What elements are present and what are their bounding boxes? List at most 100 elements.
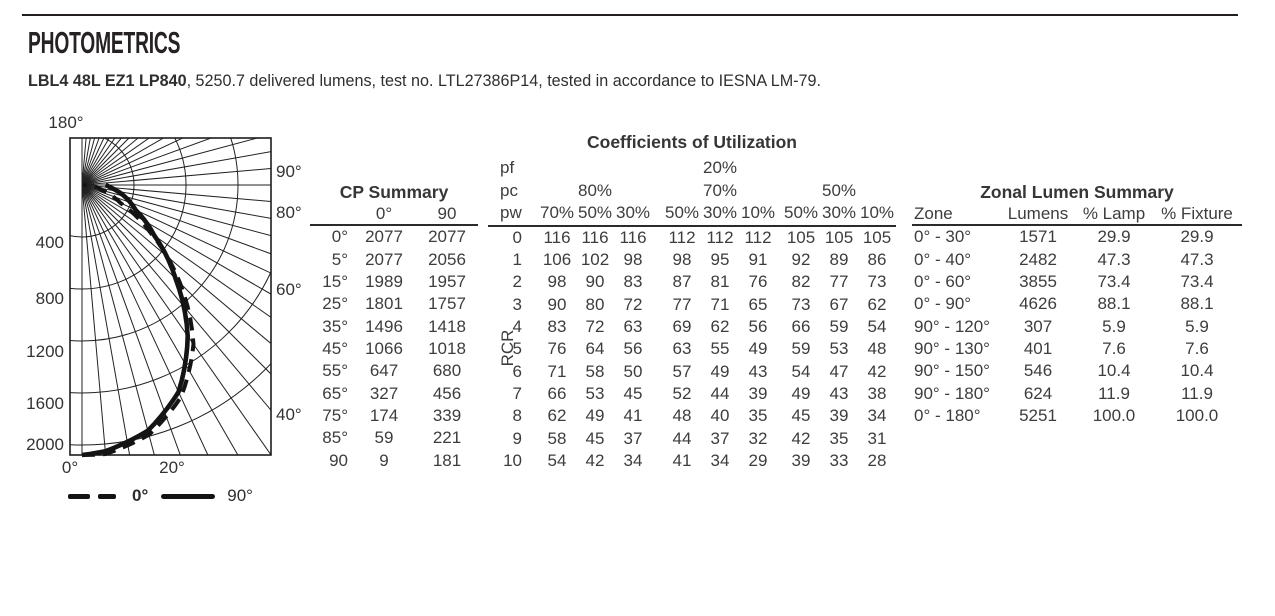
cell: 45 — [585, 428, 605, 448]
cell: 1018 — [428, 339, 466, 359]
cell: 83 — [623, 272, 643, 292]
legend-label-0deg: 0° — [132, 486, 149, 505]
cell: 55° — [322, 361, 348, 381]
cell: 3855 — [1019, 272, 1057, 292]
table-row: 2 98 90 83 87 81 76 82 77 73 — [488, 271, 896, 293]
table-row: 25° 1801 1757 — [310, 293, 478, 315]
cell: 1801 — [365, 294, 403, 314]
cell: 112 — [744, 227, 772, 247]
cell: 2077 — [365, 227, 403, 247]
cell: 64 — [585, 339, 605, 359]
rcr-value: 4 — [512, 316, 522, 336]
cell: 56 — [748, 316, 768, 336]
cell: 39 — [829, 406, 849, 426]
table-row: 0° - 180° 5251 100.0 100.0 — [912, 405, 1242, 427]
cp-summary-title: CP Summary — [339, 182, 449, 202]
table-row: 0° - 30° 1571 29.9 29.9 — [912, 226, 1242, 248]
cell: 67 — [829, 294, 849, 314]
cell: 39 — [748, 383, 768, 403]
cell: 42 — [585, 451, 605, 470]
cell: 680 — [432, 361, 462, 381]
cell: 45 — [791, 406, 811, 426]
cell: 90° - 120° — [914, 316, 990, 336]
cell: 29 — [748, 451, 768, 470]
rcr-value: 10 — [503, 451, 522, 470]
cell: 90 — [547, 294, 567, 314]
table-row: 35° 1496 1418 — [310, 316, 478, 338]
table-row: 5 76 64 56 63 55 49 59 53 48 — [488, 338, 896, 360]
rcr-value: 7 — [512, 383, 522, 403]
table-row: 75° 174 339 — [310, 405, 478, 427]
cell: 116 — [581, 227, 609, 247]
cell: 106 — [542, 249, 572, 269]
legend-label-90deg: 90° — [227, 486, 253, 505]
cell: 88.1 — [1097, 294, 1131, 314]
zonal-title: Zonal Lumen Summary — [980, 182, 1174, 202]
cell: 72 — [623, 294, 643, 314]
cell: 34 — [710, 451, 730, 470]
table-row: 0° - 40° 2482 47.3 47.3 — [912, 249, 1242, 271]
cell: 73 — [867, 272, 887, 292]
cell: 44 — [710, 383, 730, 403]
cell: 0° — [331, 227, 348, 247]
cell: 86 — [867, 249, 887, 269]
cell: 48 — [672, 406, 692, 426]
cell: 57 — [672, 361, 692, 381]
zonal-body: 0° - 30° 1571 29.9 29.9 0° - 40° 2482 47.3 47.3… — [912, 226, 1242, 427]
cell: 221 — [432, 428, 462, 448]
cell: 35° — [322, 316, 348, 336]
cell: 92 — [791, 249, 811, 269]
cell: 58 — [547, 428, 567, 448]
zonal-lumen-summary-table: Zonal Lumen Summary Zone Lumens % Lamp %… — [912, 181, 1242, 427]
cell: 116 — [619, 227, 647, 247]
cell: 41 — [623, 406, 643, 426]
table-row: 90° - 180° 624 11.9 11.9 — [912, 383, 1242, 405]
cell: 327 — [369, 383, 399, 403]
cell: 7.6 — [1102, 339, 1126, 359]
cell: 45° — [322, 339, 348, 359]
table-row: 6 71 58 50 57 49 43 54 47 42 — [488, 361, 896, 383]
cell: 28 — [867, 451, 887, 470]
cell: 4626 — [1019, 294, 1057, 314]
radial-tick-400: 400 — [35, 233, 64, 252]
angle-label-0: 0° — [61, 458, 79, 477]
cu-table-body: 0 116 116 116 112 112 112 105 105 105 1 106 102 98 98 9… — [488, 227, 896, 473]
candela-polar-chart: 180° 90° 80° 60° 40° 400 800 1200 1600 2… — [0, 0, 320, 616]
cell: 116 — [543, 227, 571, 247]
table-row: 3 90 80 72 77 71 65 73 67 62 — [488, 294, 896, 316]
cell: 56 — [623, 339, 643, 359]
angle-label-80: 80° — [276, 203, 302, 222]
cell: 53 — [829, 339, 849, 359]
pc-80: 80% — [577, 180, 613, 200]
radial-tick-2000: 2000 — [26, 435, 64, 454]
cell: 75° — [322, 406, 348, 426]
cell: 50 — [623, 361, 643, 381]
table-row: 4 83 72 63 69 62 56 66 59 54 — [488, 316, 896, 338]
cell: 0° - 40° — [914, 249, 972, 269]
cell: 2056 — [428, 249, 466, 269]
cell: 647 — [369, 361, 399, 381]
cell: 91 — [748, 249, 768, 269]
cell: 1066 — [365, 339, 403, 359]
cell: 71 — [710, 294, 730, 314]
cell: 10.4 — [1180, 361, 1214, 381]
cell: 40 — [710, 406, 730, 426]
cell: 76 — [748, 272, 768, 292]
table-row: 90 9 181 — [310, 450, 478, 472]
cell: 73.4 — [1097, 272, 1131, 292]
cell: 29.9 — [1180, 227, 1214, 247]
cell: 456 — [432, 383, 462, 403]
cell: 59 — [791, 339, 811, 359]
table-row: 9 58 45 37 44 37 32 42 35 31 — [488, 428, 896, 450]
cell: 11.9 — [1181, 383, 1213, 403]
cp-col-blank — [310, 203, 352, 224]
cell: 0° - 60° — [914, 272, 972, 292]
cell: 73 — [791, 294, 811, 314]
fixture-description: LBL4 48L EZ1 LP840, 5250.7 delivered lum… — [28, 71, 821, 91]
cell: 54 — [791, 361, 811, 381]
angle-label-20: 20° — [159, 458, 185, 477]
cell: 90 — [329, 450, 348, 470]
cell: 5° — [331, 249, 348, 269]
cell: 65° — [322, 383, 348, 403]
